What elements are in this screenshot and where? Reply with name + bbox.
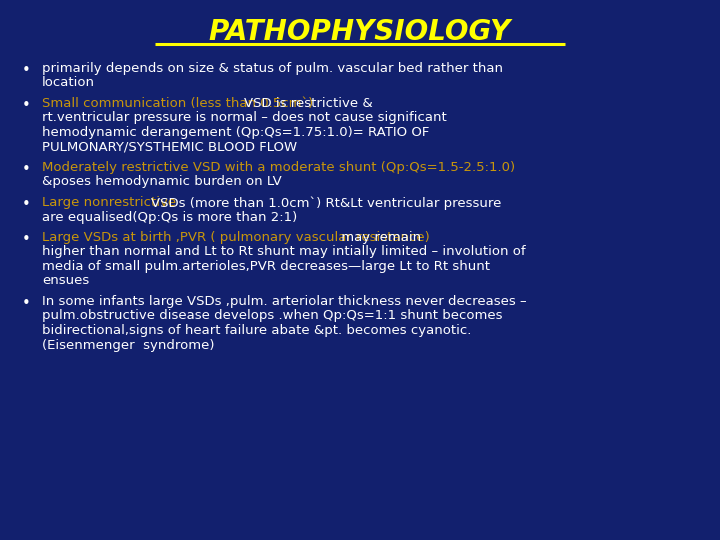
Text: Large nonrestrictive: Large nonrestrictive — [42, 196, 181, 209]
Text: ensues: ensues — [42, 274, 89, 287]
Text: are equalised(Qp:Qs is more than 2:1): are equalised(Qp:Qs is more than 2:1) — [42, 211, 297, 224]
Text: •: • — [22, 232, 31, 247]
Text: Moderately restrictive VSD with a moderate shunt (Qp:Qs=1.5-2.5:1.0): Moderately restrictive VSD with a modera… — [42, 161, 515, 174]
Text: Small communication (less than 0.5cm`): Small communication (less than 0.5cm`) — [42, 97, 318, 110]
Text: &poses hemodynamic burden on LV: &poses hemodynamic burden on LV — [42, 176, 282, 188]
Text: (Eisenmenger  syndrome): (Eisenmenger syndrome) — [42, 339, 215, 352]
Text: •: • — [22, 296, 31, 311]
Text: •: • — [22, 63, 31, 78]
Text: PULMONARY/SYSTHEMIC BLOOD FLOW: PULMONARY/SYSTHEMIC BLOOD FLOW — [42, 140, 297, 153]
Text: rt.ventricular pressure is normal – does not cause significant: rt.ventricular pressure is normal – does… — [42, 111, 446, 125]
Text: bidirectional,signs of heart failure abate &pt. becomes cyanotic.: bidirectional,signs of heart failure aba… — [42, 324, 472, 337]
Text: media of small pulm.arterioles,PVR decreases—large Lt to Rt shunt: media of small pulm.arterioles,PVR decre… — [42, 260, 490, 273]
Text: •: • — [22, 98, 31, 113]
Text: location: location — [42, 77, 95, 90]
Text: Large VSDs at birth ,PVR ( pulmonary vascular resistance): Large VSDs at birth ,PVR ( pulmonary vas… — [42, 231, 430, 244]
Text: may remain: may remain — [337, 231, 421, 244]
Text: •: • — [22, 162, 31, 177]
Text: VSD is restrictive &: VSD is restrictive & — [244, 97, 373, 110]
Text: PATHOPHYSIOLOGY: PATHOPHYSIOLOGY — [209, 18, 511, 46]
Text: VSDs (more than 1.0cm`) Rt&Lt ventricular pressure: VSDs (more than 1.0cm`) Rt&Lt ventricula… — [150, 196, 501, 210]
Text: pulm.obstructive disease develops .when Qp:Qs=1:1 shunt becomes: pulm.obstructive disease develops .when … — [42, 309, 503, 322]
Text: In some infants large VSDs ,pulm. arteriolar thickness never decreases –: In some infants large VSDs ,pulm. arteri… — [42, 295, 526, 308]
Text: •: • — [22, 197, 31, 212]
Text: hemodynamic derangement (Qp:Qs=1.75:1.0)= RATIO OF: hemodynamic derangement (Qp:Qs=1.75:1.0)… — [42, 126, 429, 139]
Text: primarily depends on size & status of pulm. vascular bed rather than: primarily depends on size & status of pu… — [42, 62, 503, 75]
Text: higher than normal and Lt to Rt shunt may intially limited – involution of: higher than normal and Lt to Rt shunt ma… — [42, 246, 526, 259]
